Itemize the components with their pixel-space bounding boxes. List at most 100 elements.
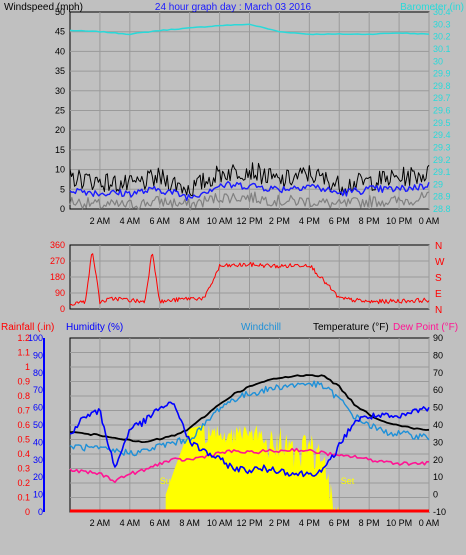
rain-tick-label: 0.5 [17, 435, 30, 445]
humidity-tick-label: 50 [33, 420, 43, 430]
barometer-tick-label: 29.3 [433, 142, 451, 152]
x-tick-label: 12 PM [236, 216, 262, 226]
wind-tick-label: 30 [55, 86, 65, 96]
direction-tick-label: 180 [50, 272, 65, 282]
sunset-label: Set [341, 476, 355, 486]
compass-label: N [435, 241, 442, 252]
wind-axis-title: Windspeed (mph) [4, 2, 83, 13]
humidity-tick-label: 40 [33, 437, 43, 447]
barometer-tick-label: 30.4 [433, 7, 451, 17]
compass-label: N [435, 305, 442, 316]
x-tick-label: 0 AM [419, 216, 440, 226]
rain-tick-label: 0.1 [17, 493, 30, 503]
barometer-tick-label: 29.8 [433, 81, 451, 91]
barometer-tick-label: 30.1 [433, 44, 451, 54]
wind-tick-label: 45 [55, 27, 65, 37]
legend-entry: Rainfall (.in) [1, 322, 54, 333]
barometer-tick-label: 29.9 [433, 69, 451, 79]
series-wind-low [69, 191, 430, 211]
direction-tick-label: 90 [55, 288, 65, 298]
wind-tick-label: 25 [55, 106, 65, 116]
rain-tick-label: 0.2 [17, 478, 30, 488]
barometer-tick-label: 29.1 [433, 167, 451, 177]
rain-tick-label: 1.2 [17, 333, 30, 343]
series-barometer [69, 23, 430, 36]
sunrise-label: Sun [160, 476, 176, 486]
x-tick-label-bottom: 8 PM [359, 518, 380, 528]
barometer-tick-label: 29.5 [433, 118, 451, 128]
compass-label: S [435, 273, 442, 284]
rain-tick-label: 0.4 [17, 449, 30, 459]
barometer-tick-label: 29.6 [433, 106, 451, 116]
series-solar-fill [165, 425, 340, 512]
humidity-tick-label: 80 [33, 368, 43, 378]
x-tick-label: 8 PM [359, 216, 380, 226]
x-tick-label: 4 AM [120, 216, 141, 226]
x-tick-label-bottom: 2 AM [90, 518, 111, 528]
x-tick-label: 2 AM [90, 216, 111, 226]
humidity-tick-label: 20 [33, 472, 43, 482]
barometer-tick-label: 30.3 [433, 19, 451, 29]
barometer-tick-label: 29.7 [433, 93, 451, 103]
graph-title: 24 hour graph day : March 03 2016 [155, 2, 312, 13]
barometer-tick-label: 28.8 [433, 204, 451, 214]
barometer-tick-label: 29 [433, 179, 443, 189]
humidity-tick-label: 0 [38, 507, 43, 517]
barometer-tick-label: 29.2 [433, 155, 451, 165]
wind-tick-label: 15 [55, 145, 65, 155]
series-wind-max [69, 162, 430, 197]
x-tick-label-bottom: 8 AM [179, 518, 200, 528]
x-tick-label-bottom: 4 AM [120, 518, 141, 528]
direction-tick-label: 0 [60, 304, 65, 314]
x-tick-label-bottom: 10 AM [207, 518, 233, 528]
x-tick-label: 6 PM [329, 216, 350, 226]
x-tick-label-bottom: 4 PM [299, 518, 320, 528]
direction-tick-label: 360 [50, 240, 65, 250]
compass-label: E [435, 289, 442, 300]
temperature-tick-label: 90 [433, 333, 443, 343]
temperature-tick-label: 30 [433, 437, 443, 447]
humidity-tick-label: 10 [33, 490, 43, 500]
rain-tick-label: 1.1 [17, 348, 30, 358]
rain-tick-label: 0.3 [17, 464, 30, 474]
legend-entry: Humidity (%) [66, 322, 123, 333]
wind-tick-label: 10 [55, 165, 65, 175]
humidity-tick-label: 100 [28, 333, 43, 343]
rain-tick-label: 0.6 [17, 420, 30, 430]
series-wind-direction [69, 253, 430, 306]
series-temperature [69, 374, 430, 444]
direction-tick-label: 270 [50, 256, 65, 266]
temperature-tick-label: 50 [433, 403, 443, 413]
barometer-tick-label: 30 [433, 56, 443, 66]
series-humidity [69, 401, 430, 478]
x-tick-label: 8 AM [179, 216, 200, 226]
series-wind-avg [69, 180, 430, 202]
wind-tick-label: 35 [55, 66, 65, 76]
x-tick-label: 4 PM [299, 216, 320, 226]
wind-tick-label: 40 [55, 46, 65, 56]
legend-entry: Dew Point (°F) [393, 322, 458, 333]
wind-tick-label: 50 [55, 7, 65, 17]
legend-entry: Windchill [241, 322, 281, 333]
humidity-tick-label: 30 [33, 455, 43, 465]
temperature-tick-label: 60 [433, 385, 443, 395]
barometer-tick-label: 29.4 [433, 130, 451, 140]
x-tick-label-bottom: 6 AM [149, 518, 170, 528]
x-tick-label-bottom: 12 PM [236, 518, 262, 528]
series-windchill [69, 380, 430, 457]
compass-label: W [435, 257, 445, 268]
temperature-tick-label: -10 [433, 507, 446, 517]
wind-tick-label: 0 [60, 204, 65, 214]
rain-tick-label: 1 [25, 362, 30, 372]
temperature-tick-label: 0 [433, 490, 438, 500]
rain-tick-label: 0.9 [17, 377, 30, 387]
humidity-tick-label: 70 [33, 385, 43, 395]
temperature-tick-label: 70 [433, 368, 443, 378]
x-tick-label-bottom: 2 PM [269, 518, 290, 528]
wind-tick-label: 20 [55, 125, 65, 135]
series-dew-point [69, 447, 430, 484]
x-tick-label: 6 AM [149, 216, 170, 226]
wind-tick-label: 5 [60, 184, 65, 194]
barometer-axis-title: Barometer (in) [400, 2, 464, 13]
legend-entry: Temperature (°F) [313, 322, 389, 333]
